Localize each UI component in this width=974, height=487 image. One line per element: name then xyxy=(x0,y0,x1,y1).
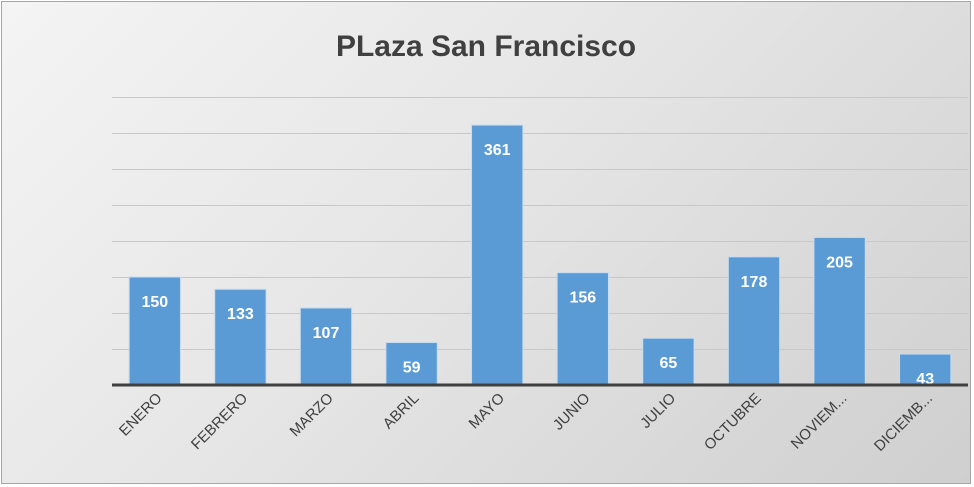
data-label: 156 xyxy=(569,290,596,307)
x-tick-label: FEBRERO xyxy=(188,390,251,453)
x-tick-label: JULIO xyxy=(637,390,679,432)
chart-title: PLaza San Francisco xyxy=(335,30,637,63)
x-tick-label: ENERO xyxy=(116,390,166,440)
data-label: 59 xyxy=(403,360,421,377)
bar-mayo xyxy=(471,124,524,386)
x-tick-label: NOVIEM... xyxy=(788,390,851,453)
bar-febrero xyxy=(214,288,267,386)
x-tick-label: OCTUBRE xyxy=(701,390,765,454)
bar-octubre xyxy=(727,256,781,386)
x-tick-label: MAYO xyxy=(466,390,508,432)
data-label: 361 xyxy=(484,142,511,159)
x-tick-label: DICIEMB... xyxy=(871,390,936,455)
data-label: 178 xyxy=(741,274,768,291)
bar-enero xyxy=(128,276,181,386)
bar-abril xyxy=(385,342,438,386)
data-label: 65 xyxy=(660,355,678,372)
bar-diciemb xyxy=(899,353,952,386)
data-label: 205 xyxy=(826,254,853,271)
bars xyxy=(128,124,952,386)
data-label: 107 xyxy=(313,325,340,342)
x-tick-labels: ENERO FEBRERO MARZO ABRIL MAYO JUNIO JULIO OCTU… xyxy=(116,390,936,455)
bar-marzo xyxy=(299,307,353,386)
bar-julio xyxy=(642,337,695,386)
bar-noviem xyxy=(813,236,866,386)
x-tick-label: ABRIL xyxy=(380,390,423,433)
data-label: 133 xyxy=(227,306,254,323)
data-label: 150 xyxy=(141,294,168,311)
bar-junio xyxy=(556,272,609,386)
x-tick-label: JUNIO xyxy=(550,390,594,434)
x-tick-label: MARZO xyxy=(287,390,337,440)
